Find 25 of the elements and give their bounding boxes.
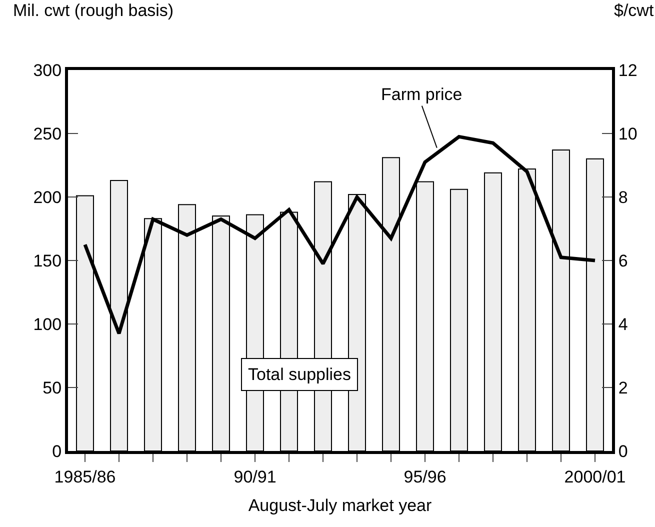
bar <box>484 172 502 451</box>
x-tick-label: 1985/86 <box>54 467 116 486</box>
y2-tick-label: 8 <box>618 188 628 207</box>
y2-tick-label: 2 <box>618 378 628 398</box>
x-tick-label: 95/96 <box>404 467 446 486</box>
y-tick-label: 200 <box>33 188 62 207</box>
series-label: Farm price <box>381 85 462 104</box>
series-label: Total supplies <box>248 365 352 384</box>
y2-tick-label: 12 <box>618 60 638 80</box>
x-tick-label: 2000/01 <box>564 467 626 486</box>
y-tick-label: 150 <box>33 251 62 270</box>
y2-tick-label: 6 <box>618 251 628 270</box>
y2-tick-label: 4 <box>618 314 628 334</box>
bar <box>450 188 468 451</box>
y-tick-label: 250 <box>33 124 62 144</box>
y-axis-title: Mil. cwt (rough basis) <box>13 1 174 20</box>
y2-axis-title: $/cwt <box>614 1 654 20</box>
x-tick-label: 90/91 <box>234 467 276 486</box>
y-tick-label: 100 <box>33 314 62 334</box>
y2-tick-label: 0 <box>618 442 628 461</box>
x-axis-title: August-July market year <box>248 496 432 515</box>
y2-tick-label: 10 <box>618 124 638 144</box>
y-tick-label: 0 <box>52 442 62 461</box>
y-tick-label: 50 <box>42 378 62 398</box>
y-tick-label: 300 <box>33 60 62 80</box>
